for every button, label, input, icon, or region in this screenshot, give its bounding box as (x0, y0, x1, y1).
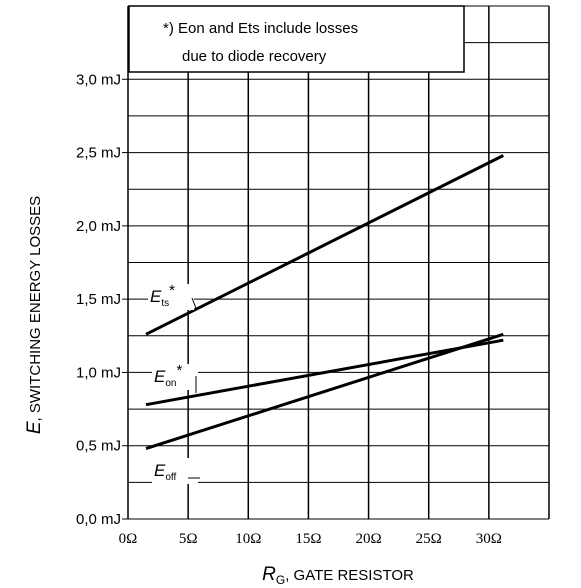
annotation-box: *) Eon and Ets include losses due to dio… (128, 5, 465, 73)
x-axis: 0Ω 5Ω 10Ω 15Ω 20Ω 25Ω 30Ω (119, 531, 502, 547)
series-label-sub: ts (161, 298, 169, 309)
series-label-main: E (150, 287, 162, 306)
series-label-on: Eon* (154, 362, 182, 389)
x-axis-title-rest: , GATE RESISTOR (285, 567, 414, 584)
series-label-off: Eoff (154, 461, 177, 483)
x-tick-label: 0Ω (119, 531, 138, 547)
x-axis-title-sub: G (276, 573, 285, 587)
y-tick-label: 1,0 mJ (76, 364, 121, 381)
series-label-sub: off (165, 472, 176, 483)
series-label-bg (152, 364, 198, 390)
series-label-main: E (154, 461, 166, 480)
y-tick-label: 1,5 mJ (76, 291, 121, 308)
x-tick-label: 10Ω (235, 531, 261, 547)
y-tick-label: 0,5 mJ (76, 438, 121, 455)
series-layer (145, 154, 504, 451)
series-label-leader (191, 297, 197, 309)
y-tick-label: 2,0 mJ (76, 218, 121, 235)
y-tick-label: 2,5 mJ (76, 145, 121, 162)
annotation-line-2: due to diode recovery (182, 48, 327, 65)
series-label-main: E (154, 367, 166, 386)
series-label-bg (152, 458, 198, 484)
y-axis-title-rest: , SWITCHING ENERGY LOSSES (27, 196, 44, 422)
series-line-ts (145, 154, 504, 336)
series-label-ts: Ets* (150, 282, 175, 309)
x-tick-label: 20Ω (355, 531, 381, 547)
annotation-frame (128, 5, 465, 73)
y-axis-title: E, SWITCHING ENERGY LOSSES (24, 196, 45, 434)
y-tick-label: 3,0 mJ (76, 71, 121, 88)
y-axis-title-main: E (24, 421, 45, 434)
x-tick-label: 30Ω (476, 531, 502, 547)
x-axis-title-main: R (262, 564, 276, 585)
x-tick-label: 15Ω (295, 531, 321, 547)
series-labels: Ets*Eon*Eoff (148, 282, 200, 484)
annotation-line-1: *) Eon and Ets include losses (163, 20, 358, 37)
x-tick-label: 25Ω (416, 531, 442, 547)
x-axis-title: RG, GATE RESISTOR (262, 564, 414, 587)
series-line-off (145, 332, 504, 451)
series-label-bg (148, 284, 194, 310)
series-label-sup: * (169, 282, 175, 299)
y-tick-label: 0,0 mJ (76, 511, 121, 528)
y-axis: 0,0 mJ 0,5 mJ 1,0 mJ 1,5 mJ 2,0 mJ 2,5 mJ 3,0 … (76, 71, 128, 528)
series-line-on (145, 338, 504, 407)
series-label-sup: * (176, 362, 182, 379)
x-tick-label: 5Ω (179, 531, 198, 547)
series-label-sub: on (165, 378, 176, 389)
